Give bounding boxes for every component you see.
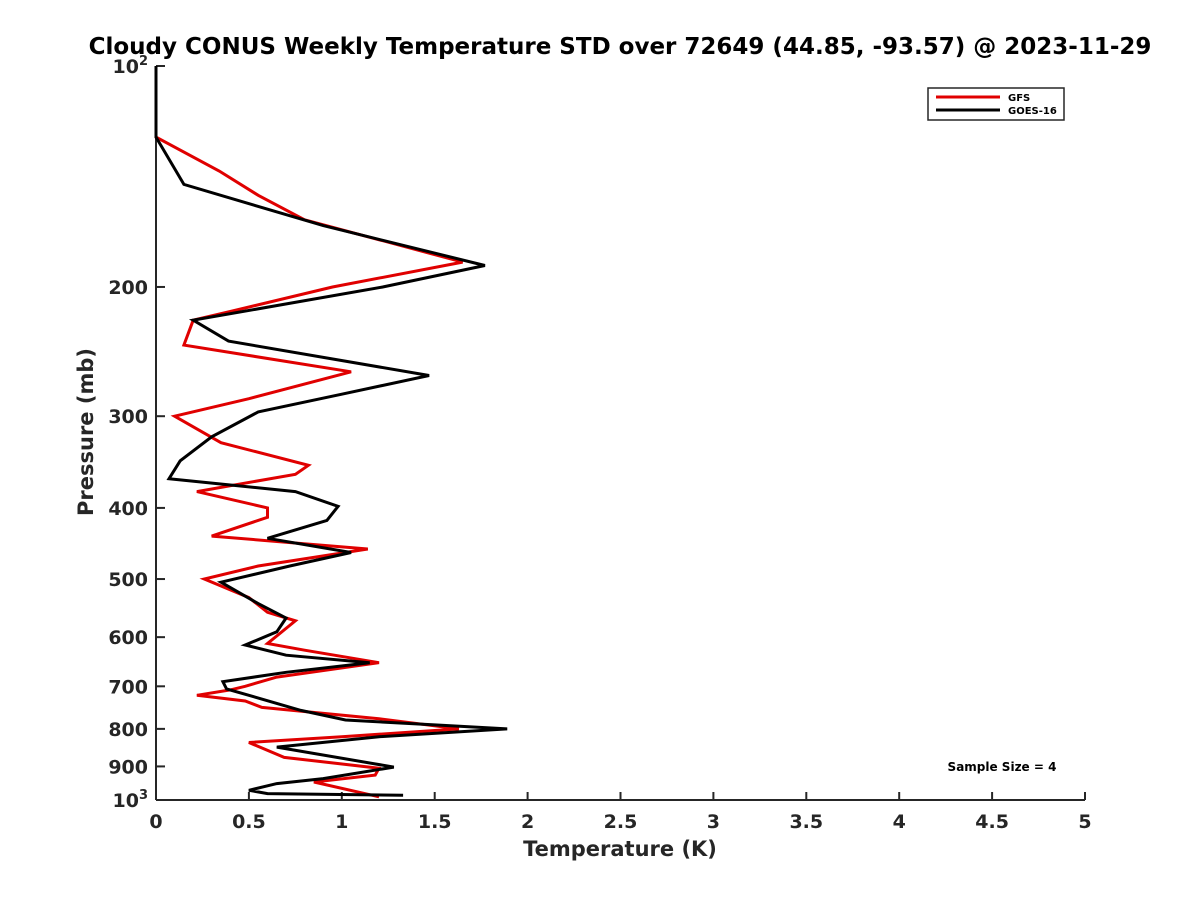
x-axis-label: Temperature (K) [523,837,717,861]
legend-label: GOES-16 [1008,106,1057,117]
plot-axes: 0 0.5 1 1.5 2 2.5 3 3.5 4 4.5 5 102 200 300 400 500 600 7… [108,54,1091,833]
sample-size-annotation: Sample Size = 4 [948,760,1057,774]
x-tick-label: 1 [335,811,348,833]
y-tick-label: 600 [108,627,148,649]
series-line-gfs [154,66,463,799]
y-tick-label: 800 [108,719,148,741]
x-tick-label: 5 [1078,811,1091,833]
y-axis-label: Pressure (mb) [74,348,98,516]
x-tick-label: 2.5 [604,811,638,833]
x-tick-label: 4 [893,811,906,833]
y-tick-label: 700 [108,676,148,698]
x-tick-label: 3 [707,811,720,833]
x-tick-label: 4.5 [975,811,1009,833]
legend-box [927,87,1065,121]
series-line-goes-16 [154,66,508,797]
x-tick-label: 1.5 [418,811,452,833]
x-tick-label: 3.5 [789,811,823,833]
y-tick-label: 300 [108,406,148,428]
x-tick-label: 2 [521,811,534,833]
chart-title: Cloudy CONUS Weekly Temperature STD over… [89,34,1152,60]
y-tick-label: 900 [108,756,148,778]
legend: GFS GOES-16 [927,87,1065,121]
y-tick-label: 103 [113,788,149,812]
y-tick-label: 102 [113,54,149,78]
x-tick-label: 0.5 [232,811,266,833]
y-tick-label: 200 [108,277,148,299]
series-layer [154,66,508,799]
legend-label: GFS [1008,93,1030,104]
y-tick-label: 400 [108,498,148,520]
y-tick-label: 500 [108,569,148,591]
x-tick-label: 0 [149,811,162,833]
